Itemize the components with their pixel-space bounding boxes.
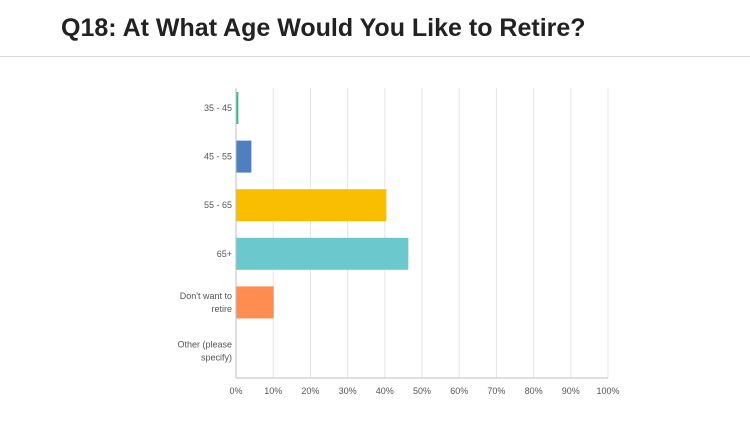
bar-3 [236, 237, 409, 270]
x-tick-label: 90% [562, 386, 580, 396]
x-tick-labels: 0% 10% 20% 30% 40% 50% 60% 70% 80% 90% 100% [229, 386, 619, 396]
x-tick-label: 10% [264, 386, 282, 396]
bar-4 [236, 286, 274, 319]
category-label: 65+ [217, 249, 232, 259]
bar-2 [236, 189, 387, 222]
x-tick-label: 30% [339, 386, 357, 396]
x-tick-label: 70% [487, 386, 505, 396]
x-tick-label: 0% [229, 386, 242, 396]
bar-1 [236, 140, 252, 173]
x-tick-label: 50% [413, 386, 431, 396]
category-label: 55 - 65 [204, 200, 232, 210]
page-title: Q18: At What Age Would You Like to Retir… [61, 14, 586, 42]
category-label: Other (please [177, 340, 232, 350]
x-tick-label: 80% [525, 386, 543, 396]
category-label: 35 - 45 [204, 103, 232, 113]
category-labels: 35 - 45 45 - 55 55 - 65 65+ Don't want to ret… [177, 103, 232, 363]
x-tick-label: 60% [450, 386, 468, 396]
x-tick-label: 20% [301, 386, 319, 396]
category-label: retire [211, 304, 232, 314]
gridlines [235, 88, 609, 379]
bar-0 [236, 92, 239, 124]
bars [236, 92, 409, 319]
title-divider [0, 56, 750, 57]
x-tick-label: 40% [376, 386, 394, 396]
category-label: Don't want to [180, 291, 232, 301]
category-label: 45 - 55 [204, 152, 232, 162]
x-tick-label: 100% [596, 386, 619, 396]
category-label: specify) [201, 353, 232, 363]
